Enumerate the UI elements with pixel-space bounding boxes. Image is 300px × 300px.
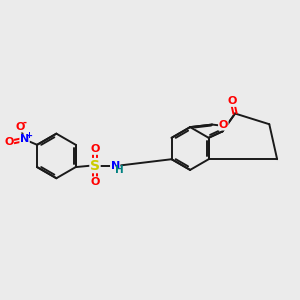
Text: +: +: [25, 131, 32, 140]
Text: -: -: [22, 118, 27, 128]
Text: H: H: [115, 165, 124, 175]
Text: O: O: [4, 137, 14, 147]
Text: O: O: [228, 96, 237, 106]
Text: O: O: [90, 144, 100, 154]
Text: N: N: [20, 134, 29, 144]
Text: O: O: [219, 120, 228, 130]
Text: S: S: [90, 159, 100, 172]
Text: O: O: [90, 177, 100, 187]
Text: O: O: [15, 122, 25, 132]
Text: N: N: [111, 160, 120, 171]
